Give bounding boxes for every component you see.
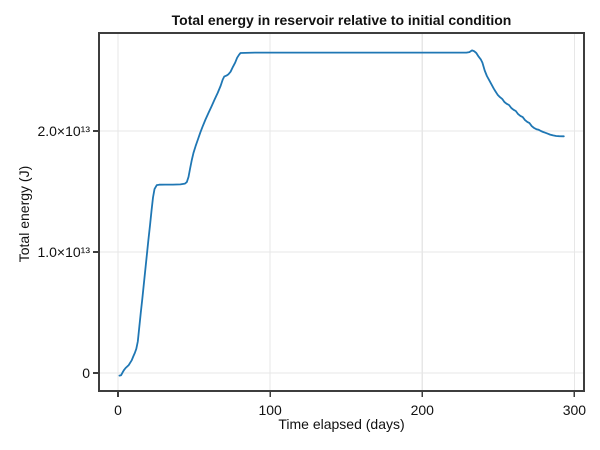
x-tick-label: 0 <box>114 402 122 418</box>
plot-border <box>98 32 585 392</box>
x-tick-label: 300 <box>563 402 587 418</box>
x-tick-label: 200 <box>411 402 435 418</box>
energy-line <box>118 49 565 377</box>
y-tick-label: 2.0×10¹³ <box>37 123 90 139</box>
x-axis-label: Time elapsed (days) <box>278 416 405 432</box>
y-tick-label: 0 <box>82 365 90 381</box>
x-tick-label: 100 <box>258 402 282 418</box>
y-tick-label: 1.0×10¹³ <box>37 244 90 260</box>
chart-title: Total energy in reservoir relative to in… <box>171 12 512 28</box>
